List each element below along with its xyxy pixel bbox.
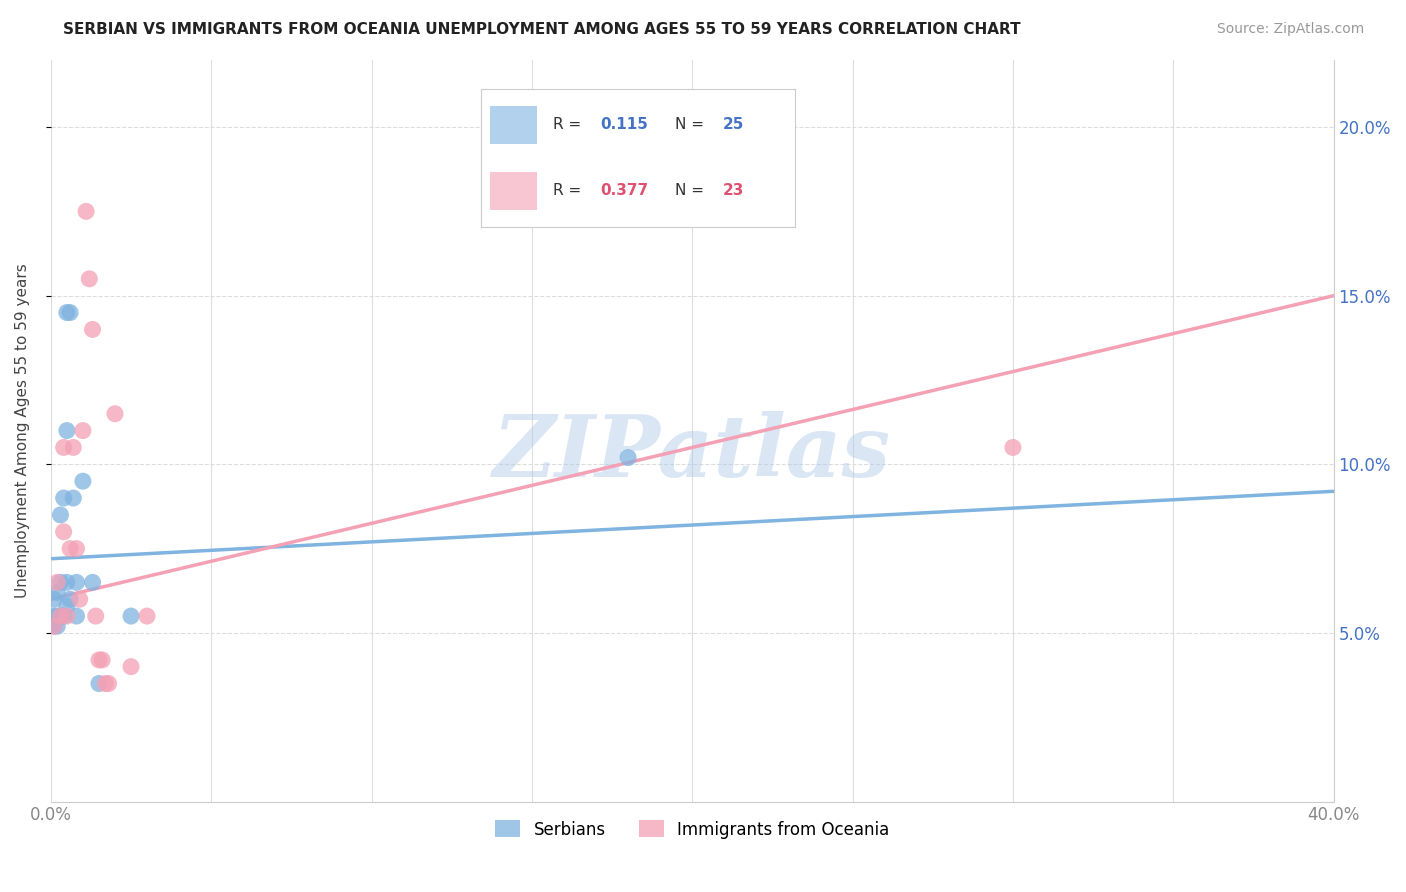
- Point: [65, 609, 87, 624]
- Point: [1001, 441, 1024, 455]
- Point: [82, 575, 104, 590]
- Point: [75, 204, 97, 219]
- Point: [72, 474, 94, 488]
- Point: [59, 305, 82, 319]
- Point: [52, 524, 75, 539]
- Point: [91, 653, 114, 667]
- Point: [87, 676, 110, 690]
- Point: [97, 676, 120, 690]
- Point: [69, 592, 91, 607]
- Point: [62, 441, 84, 455]
- Point: [49, 508, 72, 522]
- Point: [65, 541, 87, 556]
- Point: [49, 609, 72, 624]
- Point: [104, 407, 127, 421]
- Legend: Serbians, Immigrants from Oceania: Serbians, Immigrants from Oceania: [488, 814, 896, 846]
- Point: [136, 609, 159, 624]
- Point: [42, 619, 65, 633]
- Point: [46, 609, 69, 624]
- Point: [59, 592, 82, 607]
- Point: [56, 599, 79, 613]
- Point: [56, 609, 79, 624]
- Y-axis label: Unemployment Among Ages 55 to 59 years: Unemployment Among Ages 55 to 59 years: [15, 263, 30, 598]
- Point: [62, 491, 84, 505]
- Point: [59, 541, 82, 556]
- Point: [120, 609, 142, 624]
- Point: [65, 575, 87, 590]
- Point: [42, 609, 65, 624]
- Point: [87, 653, 110, 667]
- Point: [94, 676, 117, 690]
- Text: ZIPatlas: ZIPatlas: [494, 411, 891, 494]
- Text: Source: ZipAtlas.com: Source: ZipAtlas.com: [1216, 22, 1364, 37]
- Point: [84, 609, 107, 624]
- Point: [42, 592, 65, 607]
- Point: [52, 491, 75, 505]
- Point: [56, 575, 79, 590]
- Point: [56, 424, 79, 438]
- Point: [46, 575, 69, 590]
- Point: [52, 441, 75, 455]
- Point: [46, 619, 69, 633]
- Point: [56, 305, 79, 319]
- Point: [79, 272, 101, 286]
- Point: [617, 450, 640, 465]
- Point: [49, 575, 72, 590]
- Point: [72, 424, 94, 438]
- Point: [42, 619, 65, 633]
- Point: [120, 659, 142, 673]
- Point: [82, 322, 104, 336]
- Text: SERBIAN VS IMMIGRANTS FROM OCEANIA UNEMPLOYMENT AMONG AGES 55 TO 59 YEARS CORREL: SERBIAN VS IMMIGRANTS FROM OCEANIA UNEMP…: [63, 22, 1021, 37]
- Point: [46, 585, 69, 599]
- Point: [49, 609, 72, 624]
- Point: [52, 609, 75, 624]
